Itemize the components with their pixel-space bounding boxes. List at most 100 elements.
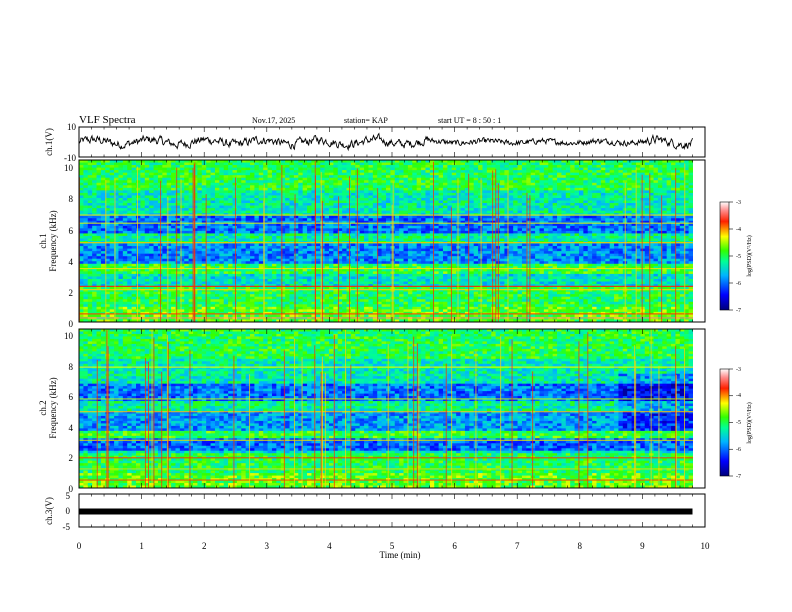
spec1-cell <box>333 182 339 186</box>
spec1-cell <box>258 192 264 196</box>
spec1-cell <box>258 286 264 290</box>
spec1-cell <box>219 182 225 186</box>
spec1-cell <box>175 210 181 214</box>
spec1-cell <box>83 291 89 295</box>
spec1-cell <box>140 210 146 214</box>
spec1-cell <box>175 314 181 318</box>
spec1-cell <box>201 190 207 194</box>
spec1-cell <box>289 306 295 310</box>
spec1-cell <box>245 192 251 196</box>
spec1-cell <box>342 195 347 199</box>
spec1-cell <box>184 197 190 201</box>
spec1-cell <box>245 278 251 282</box>
spec1-cell <box>280 218 286 222</box>
spec1-cell <box>100 261 106 265</box>
spec1-cell <box>219 243 225 247</box>
spec1-cell <box>372 263 378 267</box>
spec1-cell <box>96 215 102 219</box>
spec1-cell <box>342 263 347 267</box>
spec1-cell <box>153 243 159 247</box>
spec1-cell <box>250 294 255 298</box>
spec1-cell <box>364 180 369 184</box>
spec1-cell <box>136 197 141 201</box>
spec1-cell <box>271 278 277 282</box>
spec1-cell <box>144 258 150 262</box>
spec1-cell <box>210 180 216 184</box>
spec1-cell <box>372 162 378 166</box>
spec1-cell <box>157 172 163 176</box>
spec1-cell <box>197 256 203 260</box>
spec1-cell <box>232 210 238 214</box>
spec1-cell <box>342 197 347 201</box>
spec1-cell <box>285 167 290 171</box>
spec1-cell <box>267 238 273 242</box>
spec1-cell <box>333 185 339 189</box>
spec1-cell <box>407 299 413 303</box>
spec1-cell <box>206 304 211 308</box>
spec1-cell <box>250 192 255 196</box>
spec1-cell <box>201 301 207 305</box>
spec1-cell <box>219 299 225 303</box>
spec1-cell <box>87 281 93 285</box>
spec1-cell <box>315 205 321 209</box>
spec1-cell <box>311 246 317 249</box>
spec1-cell <box>302 289 308 293</box>
spec1-cell <box>79 286 84 290</box>
spec1-cell <box>307 172 312 176</box>
spec1-cell <box>364 228 369 232</box>
spec1-cell <box>79 172 84 176</box>
spec1-cell <box>250 197 255 201</box>
spec1-cell <box>315 215 321 219</box>
spec1-cell <box>364 165 369 168</box>
spec1-cell <box>280 306 286 310</box>
spec1-cell <box>276 306 282 310</box>
spec1-cell <box>359 301 365 305</box>
spec1-cell <box>258 258 264 262</box>
spec1-cell <box>254 235 260 239</box>
spec1-cell <box>228 246 233 249</box>
spec1-cell <box>311 314 317 318</box>
spec1-cell <box>241 192 247 196</box>
spec1-cell <box>276 233 282 237</box>
spec1-cell <box>359 314 365 318</box>
spec1-cell <box>258 278 264 282</box>
spec1-cell <box>232 301 238 305</box>
spec1-cell <box>201 172 207 176</box>
spec1-cell <box>149 175 154 179</box>
spec1-cell <box>109 263 115 267</box>
spec1-cell <box>149 172 154 176</box>
spec1-cell <box>144 248 150 252</box>
spec1-cell <box>228 286 233 290</box>
spec1-cell <box>122 190 128 194</box>
spec1-cell <box>166 195 172 199</box>
spec1-cell <box>83 220 89 224</box>
spec1-cell <box>175 177 181 181</box>
spec1-cell <box>232 263 238 267</box>
spec1-cell <box>188 284 194 287</box>
spec1-cell <box>127 215 133 219</box>
spec1-cell <box>232 256 238 260</box>
spec1-cell <box>223 304 229 308</box>
spec1-cell <box>333 246 339 249</box>
spec1-cell <box>131 203 137 206</box>
spec1-cell <box>206 190 211 194</box>
spec1-cell <box>184 299 190 303</box>
spec1-cell <box>171 195 176 199</box>
spec1-cell <box>381 225 387 229</box>
spec1-cell <box>149 266 154 270</box>
spec1-cell <box>83 218 89 222</box>
spec1-cell <box>381 263 387 267</box>
spec1-cell <box>254 251 260 255</box>
spec1-cell <box>399 203 404 206</box>
spec1-cell <box>350 192 356 196</box>
spec1-cell <box>179 273 185 277</box>
spec1-cell <box>289 223 295 227</box>
spec1-cell <box>258 203 264 206</box>
spec1-cell <box>122 286 128 290</box>
spec1-cell <box>302 205 308 209</box>
spec1-cell <box>232 304 238 308</box>
spec1-cell <box>368 200 374 204</box>
spec1-cell <box>258 162 264 166</box>
spec1-cell <box>193 243 198 247</box>
spec1-cell <box>175 301 181 305</box>
